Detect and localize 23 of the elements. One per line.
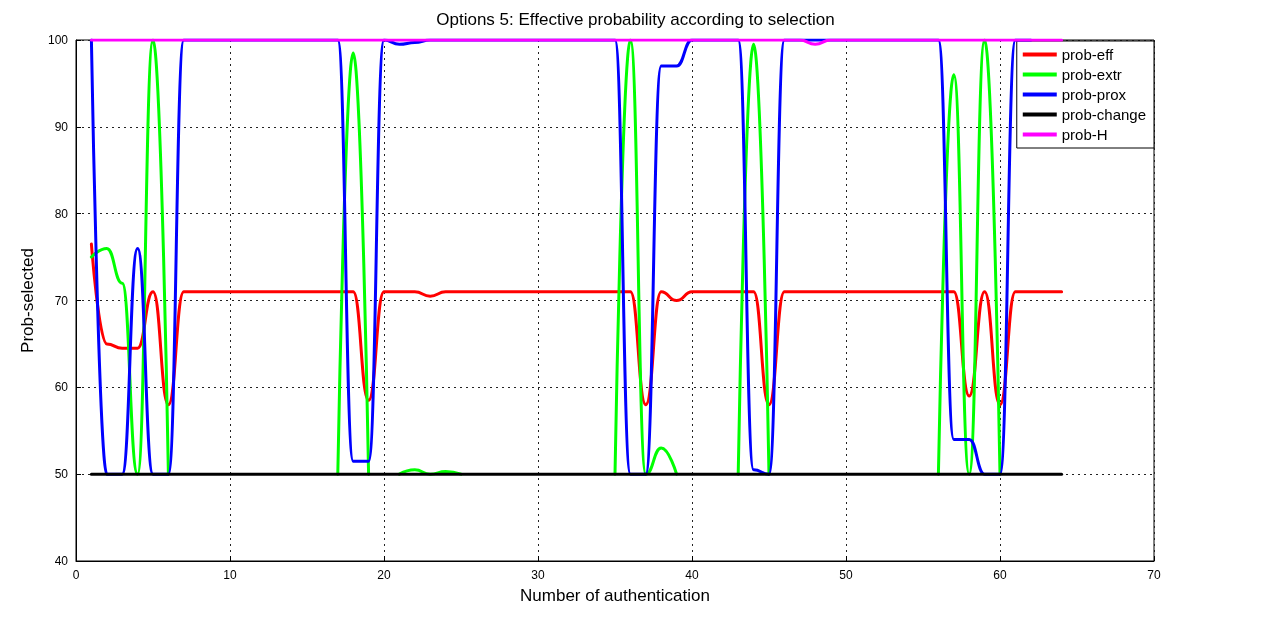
y-tick-label: 100 [47, 33, 69, 47]
x-axis-title: Number of authentication [520, 586, 710, 605]
x-tick-label: 40 [685, 568, 699, 582]
x-tick-label: 30 [531, 568, 545, 582]
y-tick-label: 80 [54, 206, 69, 221]
x-tick-label: 60 [993, 568, 1007, 582]
y-tick-label: 50 [54, 467, 69, 482]
y-tick-label: 60 [54, 380, 69, 395]
x-tick-label: 10 [223, 568, 237, 582]
chart-title: Options 5: Effective probability according to selection [436, 10, 835, 29]
legend-label: prob-extr [1061, 66, 1122, 83]
x-tick-label: 50 [839, 568, 853, 582]
legend-label: prob-H [1061, 126, 1108, 143]
y-tick-label: 40 [54, 554, 69, 568]
legend-label: prob-change [1061, 106, 1147, 123]
legend-label: prob-prox [1061, 86, 1127, 103]
y-tick-label: 70 [54, 293, 69, 308]
y-axis-title: Prob-selected [18, 248, 37, 353]
legend-label: prob-eff [1061, 46, 1115, 63]
y-tick-label: 90 [54, 119, 69, 134]
x-tick-label: 70 [1147, 568, 1161, 582]
x-tick-label: 0 [72, 568, 80, 582]
x-tick-label: 20 [377, 568, 391, 582]
